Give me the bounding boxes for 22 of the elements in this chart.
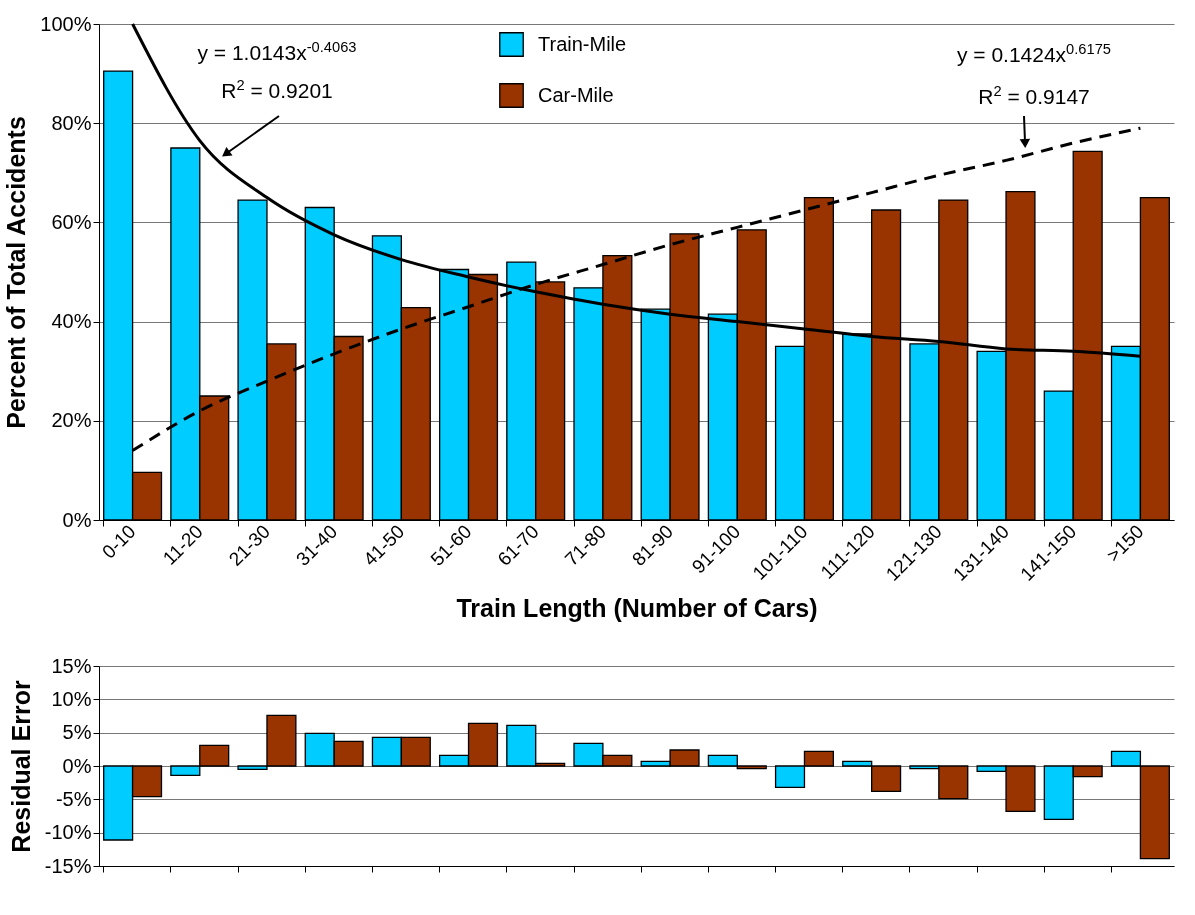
- legend-label: Train-Mile: [538, 32, 627, 55]
- y-tick-label: 100%: [40, 12, 92, 35]
- y-tick-label: 10%: [51, 687, 92, 710]
- y-tick-label: -5%: [55, 787, 92, 810]
- y-tick-label: -15%: [44, 854, 92, 877]
- y-tick-label: 15%: [51, 654, 92, 677]
- y-tick-label: 40%: [51, 310, 92, 333]
- y-axis-title: Residual Error: [6, 680, 35, 853]
- y-tick-label: 60%: [51, 210, 92, 233]
- y-tick-label: 80%: [51, 111, 92, 134]
- annotation: y = 1.0143x$^{-0.4063}$: [197, 39, 357, 64]
- x-axis-title: Train Length (Number of Cars): [456, 593, 818, 622]
- annotation: R$^{2}$ = 0.9147: [978, 83, 1090, 108]
- y-tick-label: 20%: [51, 409, 92, 432]
- legend-label: Car-Mile: [538, 83, 614, 106]
- annotation: R$^{2}$ = 0.9201: [221, 77, 333, 102]
- annotation: y = 0.1424x$^{0.6175}$: [956, 41, 1112, 66]
- y-axis-title: Percent of Total Accidents: [2, 116, 31, 429]
- y-tick-label: 0%: [62, 754, 92, 777]
- y-tick-label: 0%: [62, 508, 92, 531]
- y-tick-label: -10%: [44, 821, 92, 844]
- y-tick-label: 5%: [62, 721, 92, 744]
